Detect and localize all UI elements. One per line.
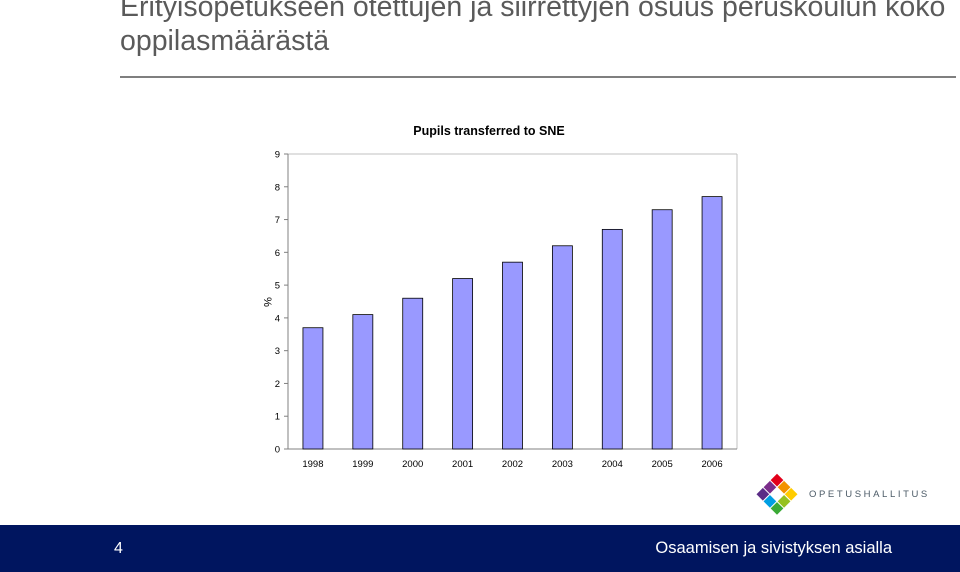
y-tick-label: 5 — [275, 281, 280, 292]
y-tick-label: 9 — [275, 150, 280, 161]
slide-title: Erityisopetukseen otettujen ja siirretty… — [120, 0, 946, 57]
title-divider — [120, 76, 956, 78]
y-tick-label: 1 — [275, 412, 280, 423]
logo-text: OPETUSHALLITUS — [809, 489, 930, 500]
y-tick-label: 4 — [275, 313, 280, 324]
chart-title: Pupils transferred to SNE — [413, 124, 564, 138]
bar — [551, 245, 573, 450]
x-tick-label: 2000 — [402, 459, 423, 470]
bar — [402, 297, 424, 450]
footer-bar: 4 Osaamisen ja sivistyksen asialla — [0, 525, 960, 572]
x-tick-label: 2005 — [652, 459, 673, 470]
footer-tagline: Osaamisen ja sivistyksen asialla — [655, 539, 892, 557]
page-number: 4 — [114, 540, 123, 557]
bar — [651, 209, 673, 450]
x-tick-label: 2001 — [452, 459, 473, 470]
y-tick-label: 0 — [275, 445, 280, 456]
y-tick-label: 8 — [275, 182, 280, 193]
y-tick-label: 7 — [275, 215, 280, 226]
x-tick-label: 2006 — [701, 459, 722, 470]
y-tick-label: 3 — [275, 346, 280, 357]
y-axis-label: % — [261, 297, 273, 307]
x-tick-label: 2004 — [602, 459, 623, 470]
x-tick-label: 2003 — [552, 459, 573, 470]
y-tick-label: 6 — [275, 248, 280, 259]
x-tick-label: 1999 — [352, 459, 373, 470]
bar — [452, 278, 474, 450]
logo-mark-icon — [756, 473, 798, 515]
opetushallitus-logo: OPETUSHALLITUS — [753, 471, 953, 519]
y-tick-label: 2 — [275, 379, 280, 390]
bar — [302, 327, 324, 450]
bar — [502, 261, 523, 450]
bar — [701, 196, 723, 450]
x-tick-label: 2002 — [502, 459, 523, 470]
x-tick-label: 1998 — [302, 459, 323, 470]
bar — [352, 314, 374, 450]
bar — [601, 228, 623, 450]
